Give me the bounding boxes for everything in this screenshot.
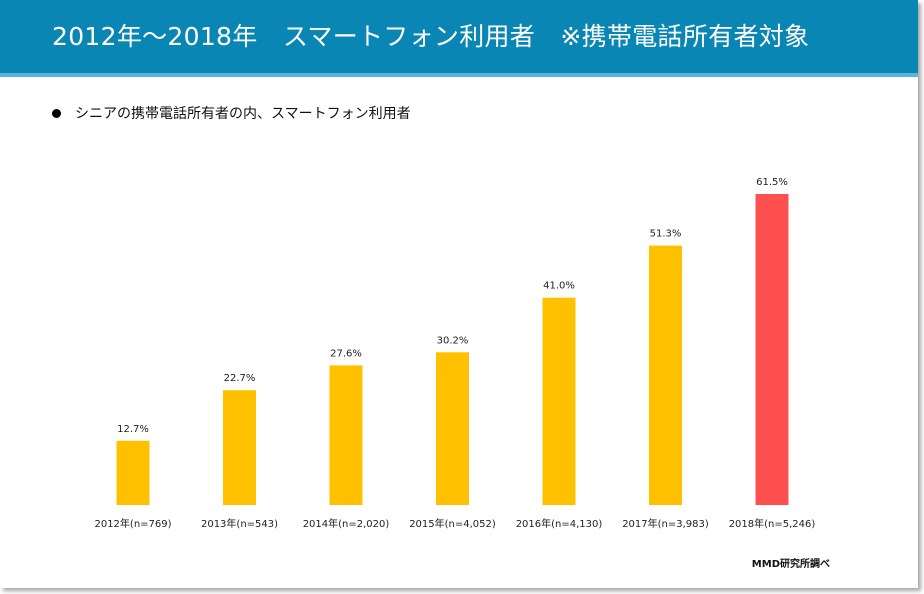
category-label-4: 2016年(n=4,130) [516,517,603,530]
data-label-4: 41.0% [543,281,575,292]
category-label-3: 2015年(n=4,052) [409,517,496,530]
data-label-2: 27.6% [330,348,362,359]
bar-6 [755,194,789,505]
category-label-6: 2018年(n=5,246) [729,517,816,530]
header-bar: 2012年～2018年 スマートフォン利用者 ※携帯電話所有者対象 [0,0,918,73]
category-label-2: 2014年(n=2,020) [303,517,390,530]
category-label-1: 2013年(n=543) [201,517,278,530]
data-label-1: 22.7% [224,373,256,384]
category-label-0: 2012年(n=769) [94,517,171,530]
chart-subtitle: シニアの携帯電話所有者の内、スマートフォン利用者 [75,106,411,122]
data-label-0: 12.7% [117,424,149,435]
header-divider [0,73,918,77]
bar-5 [649,245,682,505]
data-label-6: 61.5% [756,177,788,188]
bar-1 [223,390,256,505]
bar-chart: 12.7% 2012年(n=769) 22.7% 2013年(n=543) 27.6% 2… [94,177,816,530]
bullet-row: シニアの携帯電話所有者の内、スマートフォン利用者 [52,103,411,123]
data-label-5: 51.3% [650,229,682,240]
bar-4 [542,297,576,505]
bullet-icon [52,108,61,118]
page-title: 2012年～2018年 スマートフォン利用者 ※携帯電話所有者対象 [52,22,810,51]
bar-2 [329,365,363,505]
category-label-5: 2017年(n=3,983) [622,517,709,530]
source-note: MMD研究所調べ [751,559,830,570]
bar-0 [116,440,150,505]
bar-3 [436,352,469,505]
data-label-3: 30.2% [437,335,469,346]
